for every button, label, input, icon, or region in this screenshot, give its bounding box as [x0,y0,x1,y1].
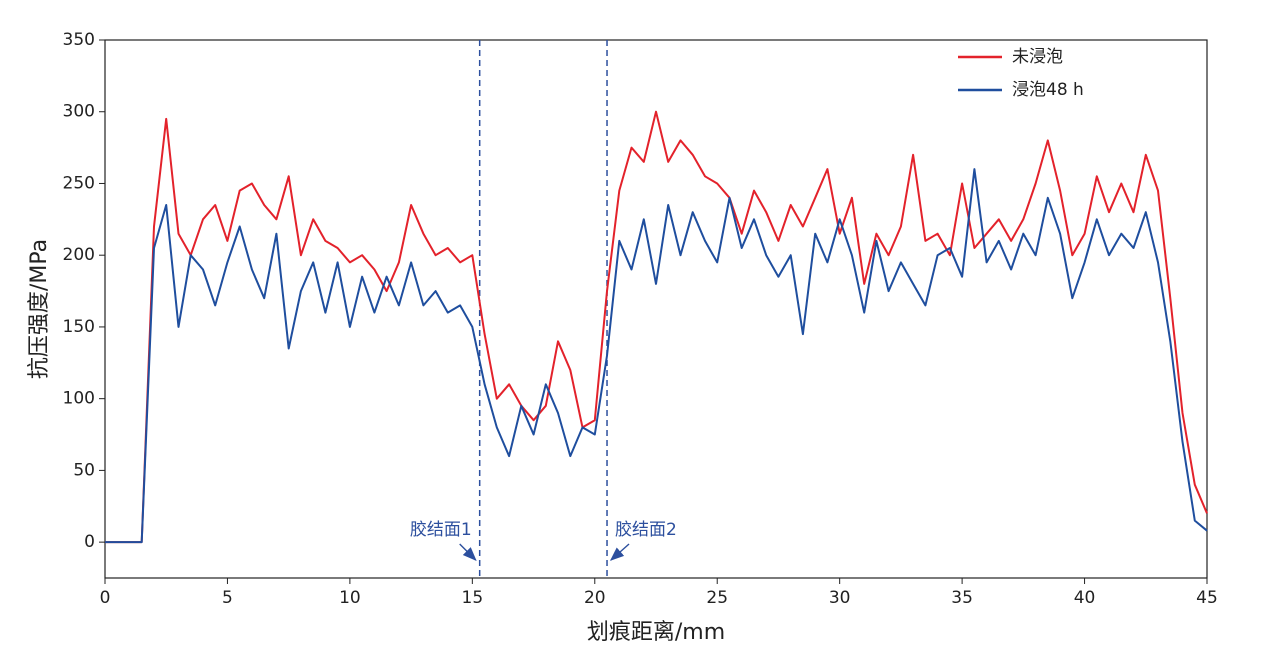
annotation: 胶结面2 [615,520,677,540]
y-axis-title: 抗压强度/MPa [27,239,52,379]
y-tick-label: 300 [63,102,95,122]
series-line [105,168,1208,544]
x-tick-label: 0 [100,588,111,608]
y-tick-label: 350 [63,30,95,50]
y-tick-label: 100 [63,389,95,409]
y-tick-label: 0 [84,532,95,552]
x-tick-label: 45 [1196,588,1218,608]
x-tick-label: 15 [462,588,484,608]
x-tick-label: 30 [829,588,851,608]
y-tick-label: 150 [63,317,95,337]
annotation-arrow [459,543,477,561]
y-tick-label: 200 [63,245,95,265]
x-tick-label: 20 [584,588,606,608]
x-axis-title: 划痕距离/mm [587,620,725,645]
legend-label: 未浸泡 [1012,47,1063,67]
y-tick-label: 50 [73,460,95,480]
x-tick-label: 25 [706,588,728,608]
x-tick-label: 40 [1074,588,1096,608]
annotation: 胶结面1 [410,520,472,540]
y-tick-label: 250 [63,173,95,193]
plot-frame [104,39,1208,579]
x-tick-label: 10 [339,588,361,608]
legend-label: 浸泡48 h [1012,80,1084,100]
series-line [105,110,1208,544]
annotation-arrow [609,543,630,561]
x-tick-label: 35 [951,588,973,608]
x-tick-label: 5 [222,588,233,608]
